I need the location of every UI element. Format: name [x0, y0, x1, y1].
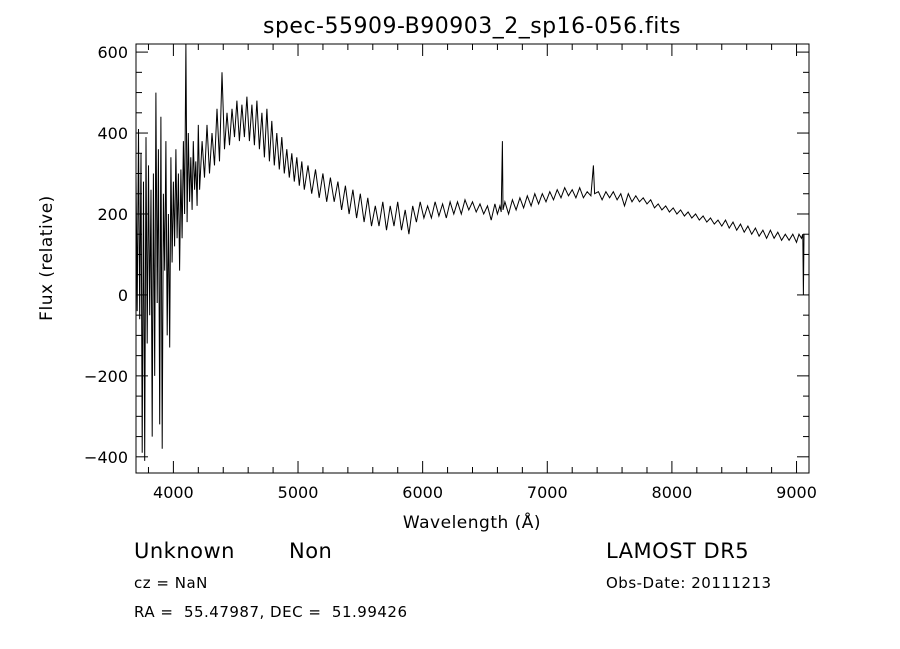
- y-tick-label: 600: [97, 43, 128, 62]
- x-tick-label: 6000: [402, 483, 443, 502]
- y-tick-label: −400: [84, 448, 128, 467]
- x-axis-label: Wavelength (Å): [403, 511, 541, 533]
- x-tick-label: 8000: [652, 483, 693, 502]
- y-tick-label: 400: [97, 124, 128, 143]
- x-tick-label: 7000: [527, 483, 568, 502]
- x-tick-label: 9000: [776, 483, 817, 502]
- x-tick-label: 4000: [153, 483, 194, 502]
- subclass-label: Non: [289, 539, 333, 563]
- y-axis-label: Flux (relative): [37, 195, 57, 321]
- coordinates: RA = 55.47987, DEC = 51.99426: [134, 603, 408, 621]
- survey-label: LAMOST DR5: [606, 539, 750, 563]
- y-axis: −400 −200 0 200 400 600: [84, 43, 809, 467]
- cz-value: cz = NaN: [134, 574, 208, 592]
- class-label: Unknown: [134, 539, 235, 563]
- x-axis: 4000 5000 6000 7000 8000 9000: [147, 44, 817, 502]
- y-tick-label: −200: [84, 367, 128, 386]
- y-tick-label: 200: [97, 205, 128, 224]
- chart-title: spec-55909-B90903_2_sp16-056.fits: [263, 14, 681, 39]
- spectrum-series-line: [135, 43, 805, 461]
- y-tick-label: 0: [118, 286, 128, 305]
- x-tick-label: 5000: [278, 483, 319, 502]
- obs-date: Obs-Date: 20111213: [606, 574, 772, 592]
